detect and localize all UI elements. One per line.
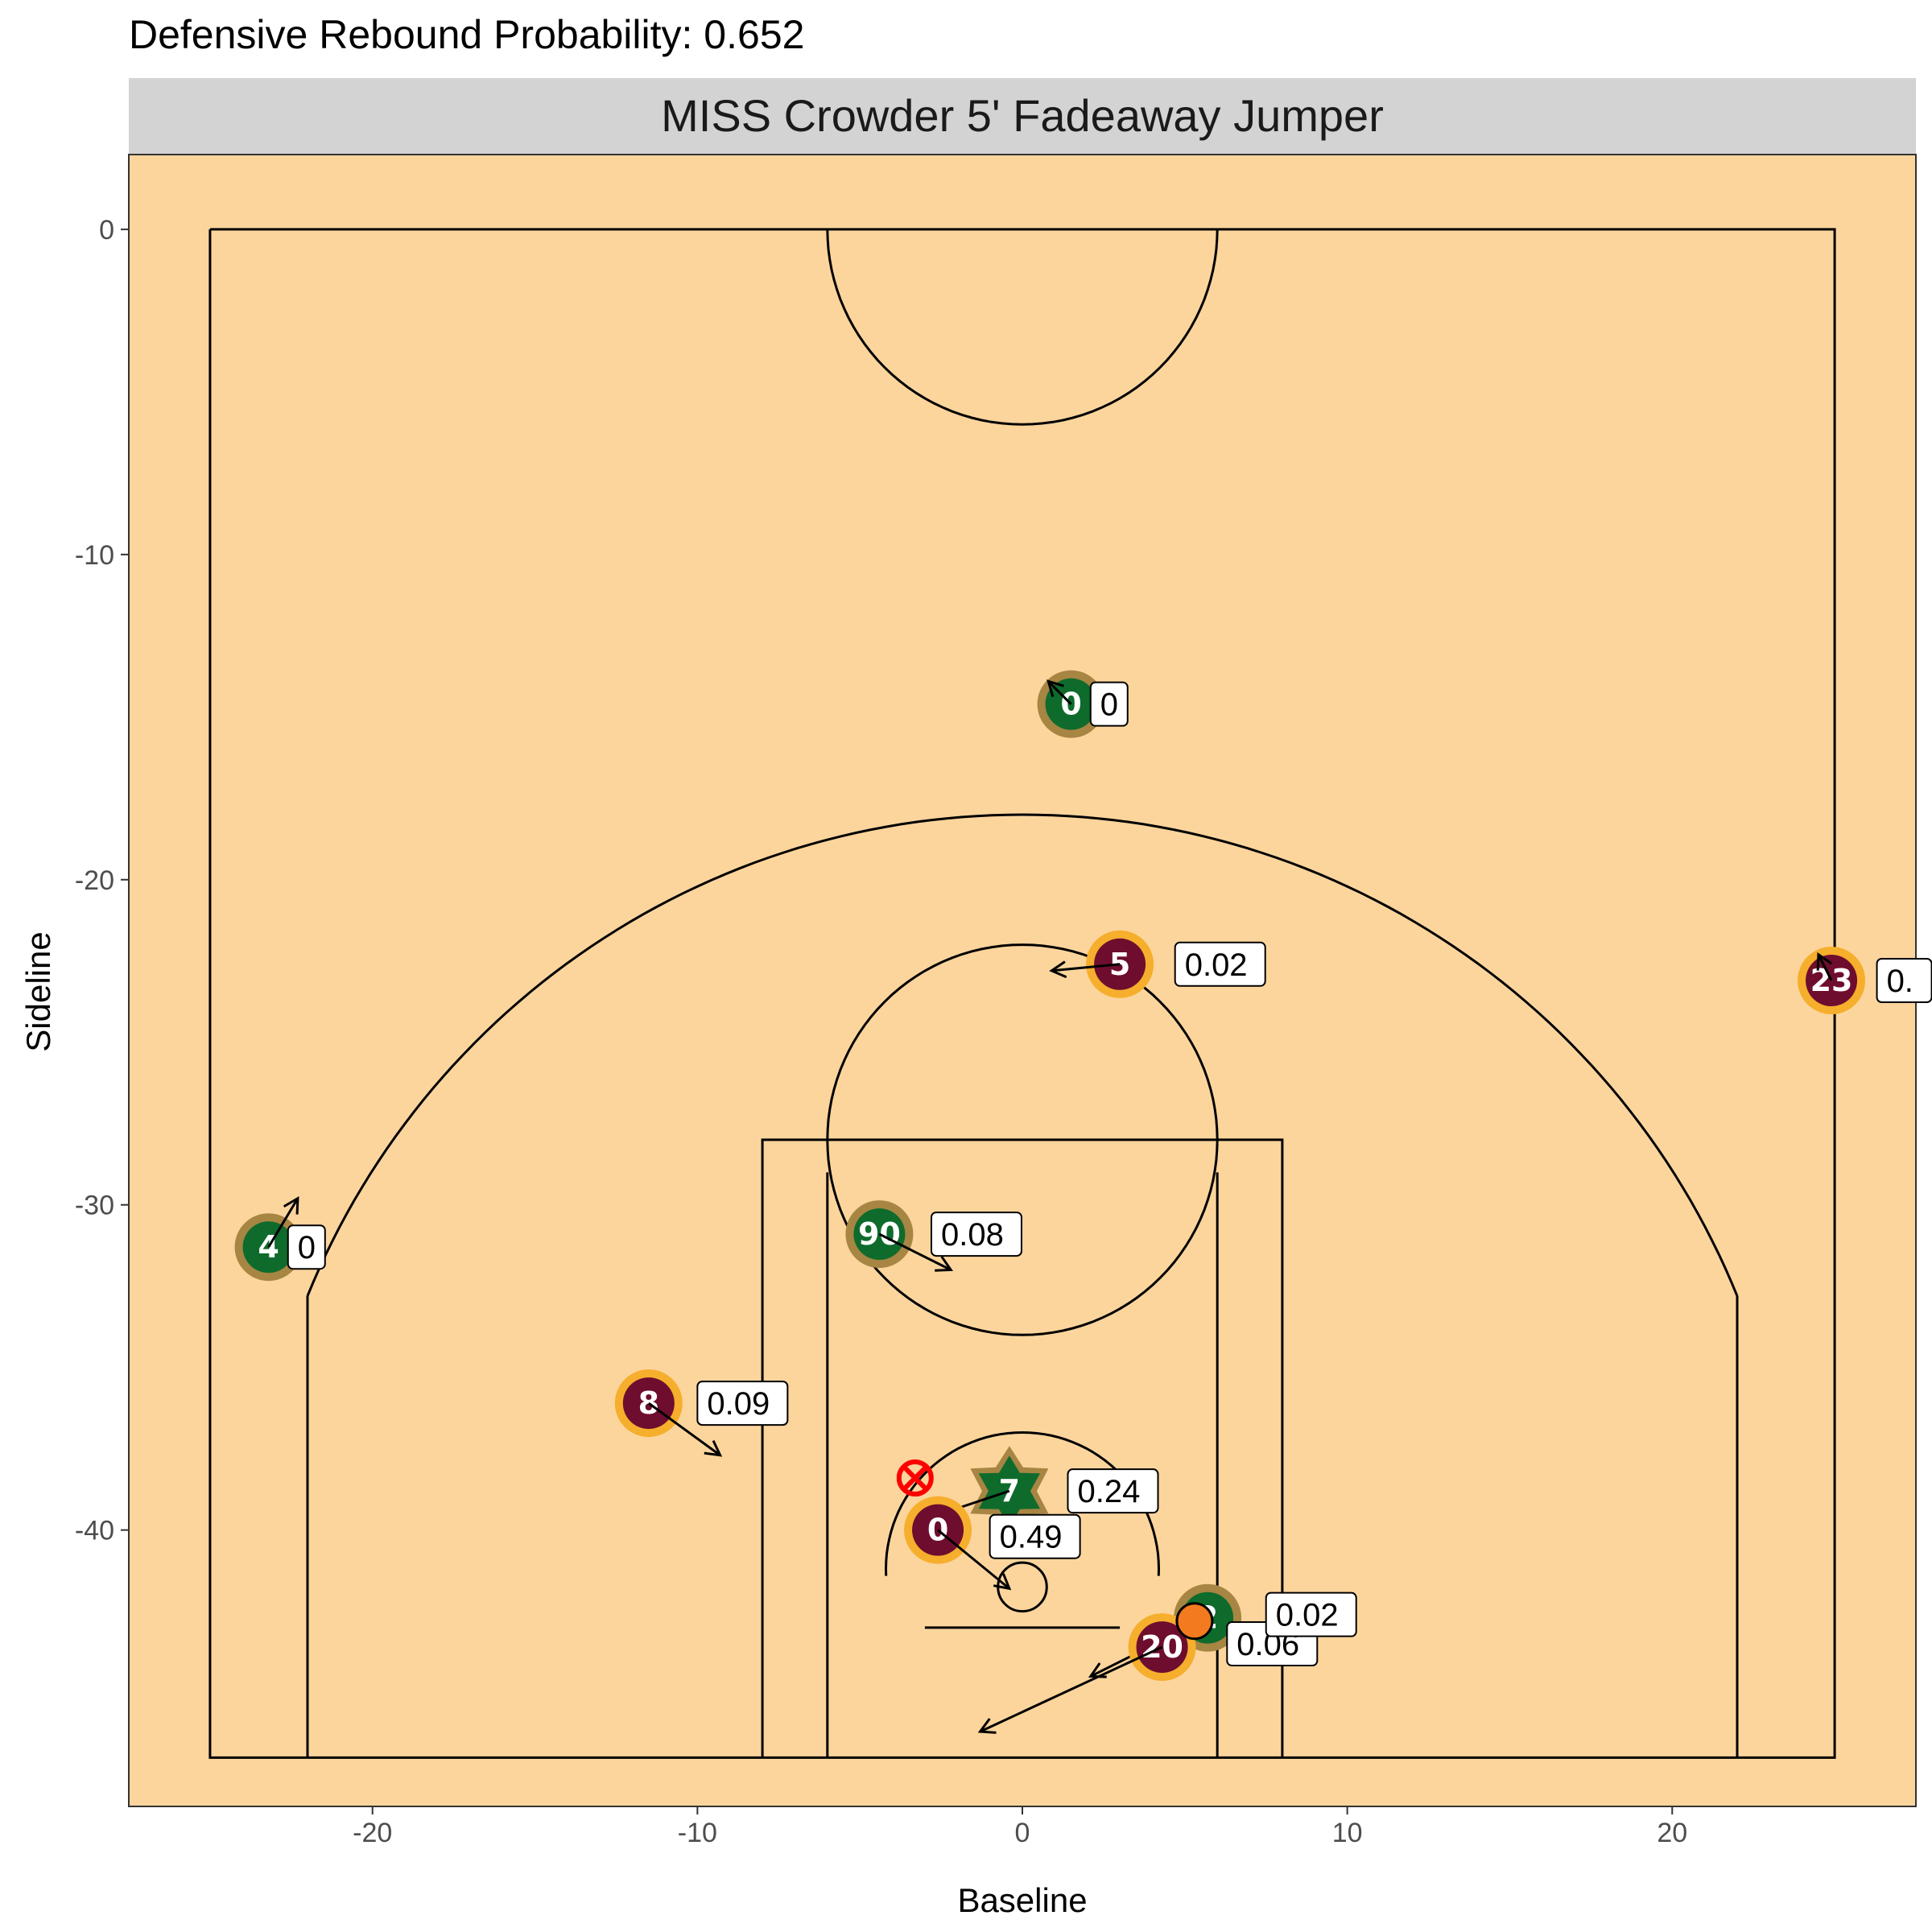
arrow-head [993,1573,1012,1591]
player-maroon-20: 200.02 [977,1591,1357,1734]
chart-title: Defensive Rebound Probability: 0.652 [129,12,804,57]
free-throw-circle-top [826,943,1219,1140]
probability-label-box [696,1381,789,1426]
y-axis-title: Sideline [19,931,57,1051]
x-tick-label: -20 [353,1818,392,1848]
x-tick-label: 20 [1657,1818,1687,1848]
player-dot [1136,1621,1188,1674]
outer-lane [761,1138,1284,1758]
arrow-head [1816,952,1833,971]
arrow-head [1046,679,1064,697]
facet-strip [129,78,1916,155]
shot-marker-cross [902,1464,928,1492]
probability-label-box [989,1513,1081,1559]
axis-ticks: -20 -10 0 10 20 0 -10 -20 -30 -40 [75,215,1687,1848]
x-tick-label: -10 [678,1818,717,1848]
movement-arrow [1051,963,1121,972]
probability-label: 0.08 [941,1217,1004,1253]
player-green-7: 7 0.24 [929,1446,1159,1537]
arrow-head [283,1195,299,1215]
probability-label: 0.02 [1276,1598,1339,1633]
movement-arrow [878,1232,952,1271]
player-number: 20 [1141,1629,1183,1665]
probability-label: 0.24 [1078,1474,1141,1509]
probability-label-box [287,1224,326,1270]
three-point-arc [306,813,1739,1297]
probability-label-box [1174,941,1266,987]
probability-label-box [930,1212,1022,1257]
x-tick-label: 0 [1015,1818,1030,1848]
y-tick-label: -30 [75,1191,114,1221]
y-tick-label: 0 [99,215,114,246]
player-maroon-0: 0 0.49 [904,1496,1081,1591]
probability-label-box [1089,681,1129,727]
y-tick-label: -20 [75,865,114,896]
arrow-head [977,1718,997,1734]
probability-label-box [1067,1468,1159,1514]
players-layer: 0040900.0870.2420.0650.02230.80.0900.492… [234,670,1932,1734]
player-maroon-5: 5 0.02 [1049,930,1266,998]
court-boundary [208,228,1836,1759]
arrow-head [1088,1662,1107,1678]
facet-label: MISS Crowder 5' Fadeaway Jumper [661,90,1384,141]
player-maroon-8: 8 0.09 [614,1369,789,1457]
x-axis-title: Baseline [957,1881,1087,1919]
shot-location-marker [896,1459,934,1497]
probability-label: 0.49 [1000,1520,1063,1555]
arrow-head [935,1256,953,1272]
movement-arrow [1817,954,1833,981]
player-maroon-23: 23 0. [1798,947,1932,1014]
center-circle [826,229,1219,426]
movement-arrow [267,1197,299,1248]
movement-arrow [647,1402,721,1456]
probability-label: 0 [298,1230,316,1265]
arrow-head [704,1440,723,1457]
x-tick-label: 10 [1332,1818,1363,1848]
movement-arrow [1047,680,1072,705]
y-tick-label: -10 [75,540,114,571]
probability-label: 0.02 [1185,947,1248,983]
movement-arrow [979,1645,1163,1733]
ball [1175,1602,1214,1641]
probability-label: 0. [1887,964,1913,999]
movement-arrow [937,1529,1010,1590]
probability-label: 0 [1100,687,1118,723]
player-green-90: 90 0.08 [845,1200,1022,1272]
probability-label: 0.09 [707,1386,770,1422]
probability-label-box [1265,1591,1357,1637]
arrow-head [1049,960,1067,979]
y-tick-label: -40 [75,1516,114,1546]
